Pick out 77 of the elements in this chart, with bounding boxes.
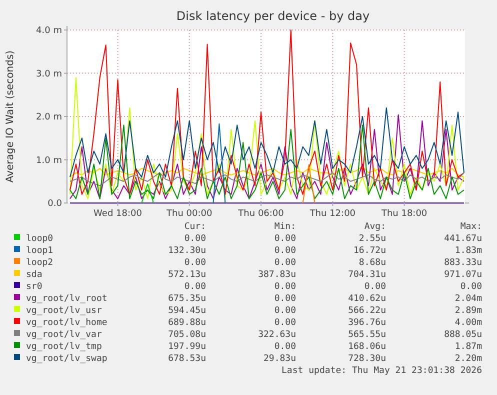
text: 1.87m	[454, 342, 482, 352]
y-axis-title: Average IO Wait (seconds)	[5, 50, 16, 183]
y-tick-label: 0.0	[48, 199, 62, 209]
line-series	[69, 166, 465, 178]
x-tick-label: Wed 18:00	[94, 209, 142, 219]
legend-label: vg_root/lv_var	[26, 330, 102, 340]
chart-title: Disk latency per device - by day	[176, 9, 370, 23]
line-series	[69, 30, 465, 195]
legend-label: loop0	[26, 234, 54, 244]
legend-label: sr0	[26, 282, 42, 292]
text: 0.00	[364, 282, 386, 292]
text: 0.00	[274, 282, 296, 292]
text: 197.99u	[168, 342, 206, 352]
y-tick-label: 4.0 m	[36, 26, 62, 36]
legend-label: vg_root/lv_home	[26, 318, 108, 328]
legend-label: vg_root/lv_tmp	[26, 342, 102, 352]
text: 0.00	[184, 234, 206, 244]
text: 29.83u	[263, 354, 296, 364]
text: 387.83u	[258, 270, 296, 280]
text: Last update: Thu May 21 23:01:38 2026	[282, 366, 482, 376]
text: 0.00	[274, 318, 296, 328]
text: 0.00	[460, 282, 482, 292]
text: 689.88u	[168, 318, 206, 328]
text: 410.62u	[348, 294, 386, 304]
text: 0.00	[184, 282, 206, 292]
text: 1.83m	[454, 246, 482, 256]
text: 705.08u	[168, 330, 206, 340]
line-series	[69, 172, 465, 186]
legend-label: vg_root/lv_swap	[26, 354, 108, 364]
text: 16.72u	[353, 246, 386, 256]
text: 0.00	[274, 294, 296, 304]
text: 728.30u	[348, 354, 386, 364]
text: 396.76u	[348, 318, 386, 328]
text: 2.89m	[454, 306, 482, 316]
line-series	[69, 77, 465, 200]
text: 971.07u	[444, 270, 482, 280]
text: 168.06u	[348, 342, 386, 352]
text: 678.53u	[168, 354, 206, 364]
text: Min:	[274, 222, 296, 232]
text: 0.00	[274, 234, 296, 244]
text: 441.67u	[444, 234, 482, 244]
x-tick-label: Thu 00:00	[166, 209, 213, 219]
legend-label: vg_root/lv_usr	[26, 306, 102, 316]
x-tick-label: Thu 12:00	[308, 209, 356, 219]
x-tick-label: Thu 06:00	[237, 209, 284, 219]
text: 704.31u	[348, 270, 386, 280]
text: 565.55u	[348, 330, 386, 340]
text: Avg:	[364, 222, 386, 232]
text: 0.00	[274, 306, 296, 316]
text: 322.63u	[258, 330, 296, 340]
text: 0.00	[274, 258, 296, 268]
text: 594.45u	[168, 306, 206, 316]
y-tick-label: 3.0 m	[36, 69, 62, 80]
text: 566.22u	[348, 306, 386, 316]
text: 132.30u	[168, 246, 206, 256]
text: 2.20m	[454, 354, 482, 364]
text: 4.00m	[454, 318, 482, 328]
text: 0.00	[184, 258, 206, 268]
legend-label: loop1	[26, 246, 54, 256]
text: 883.33u	[444, 258, 482, 268]
text: 675.35u	[168, 294, 206, 304]
text: 572.13u	[168, 270, 206, 280]
text: 2.04m	[454, 294, 482, 304]
text: Cur:	[184, 222, 206, 232]
x-tick-label: Thu 18:00	[380, 209, 428, 219]
text: 0.00	[274, 246, 296, 256]
line-series	[69, 107, 465, 178]
y-tick-label: 2.0 m	[36, 112, 62, 122]
text: 888.05u	[444, 330, 482, 340]
text: 8.68u	[358, 258, 386, 268]
legend-label: sda	[26, 270, 42, 280]
legend-label: loop2	[26, 258, 54, 268]
text: Max:	[460, 222, 482, 232]
text: 2.55u	[358, 234, 386, 244]
text: 0.00	[274, 342, 296, 352]
y-tick-label: 1.0 m	[36, 156, 62, 166]
legend-label: vg_root/lv_root	[26, 294, 108, 304]
